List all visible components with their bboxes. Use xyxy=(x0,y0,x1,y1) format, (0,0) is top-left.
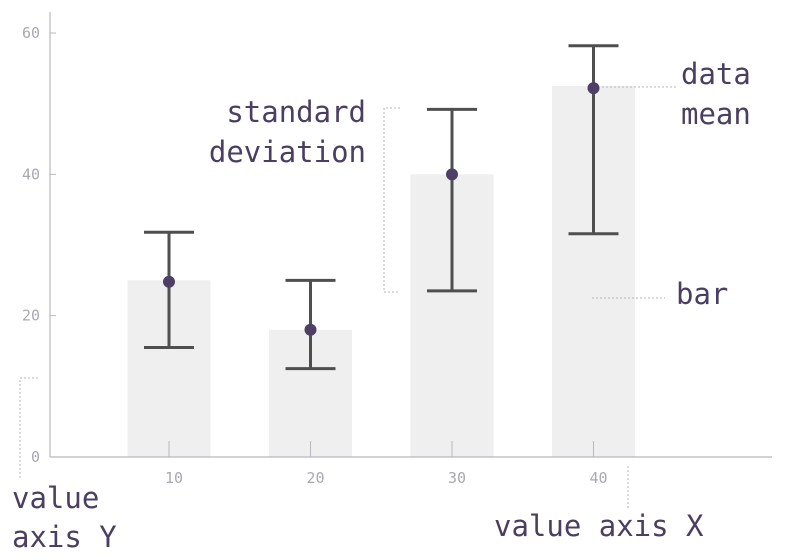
axes-layer xyxy=(49,12,772,458)
y-axis-leader xyxy=(19,377,38,478)
x-tick-label: 40 xyxy=(589,469,607,487)
x-tick-label: 30 xyxy=(448,469,466,487)
data-mean-label-line1: data xyxy=(681,57,751,91)
x-tick-label: 10 xyxy=(165,469,183,487)
x-ticks: 10 20 30 40 xyxy=(165,441,608,487)
std-deviation-label-line1: standard xyxy=(226,95,366,129)
x-axis-label: value axis X xyxy=(494,509,704,543)
x-tick-label: 20 xyxy=(306,469,324,487)
y-tick-label: 0 xyxy=(31,448,40,466)
y-axis-label-line2: axis Y xyxy=(12,520,117,554)
y-axis-label-line1: value xyxy=(12,481,99,515)
bar-label: bar xyxy=(676,277,728,311)
y-ticks: 0 20 40 60 xyxy=(22,24,56,466)
std-deviation-label-line2: deviation xyxy=(209,135,366,169)
y-tick-label: 40 xyxy=(22,165,40,183)
mean-point xyxy=(163,275,175,288)
data-mean-label-line2: mean xyxy=(681,97,751,131)
y-tick-label: 60 xyxy=(22,24,40,42)
mean-point xyxy=(446,168,458,181)
error-bars-layer xyxy=(144,44,619,371)
bars-layer xyxy=(127,85,635,457)
mean-point xyxy=(587,82,600,95)
y-tick-label: 20 xyxy=(22,307,40,325)
std-deviation-bracket xyxy=(383,107,400,293)
mean-point xyxy=(304,323,317,336)
